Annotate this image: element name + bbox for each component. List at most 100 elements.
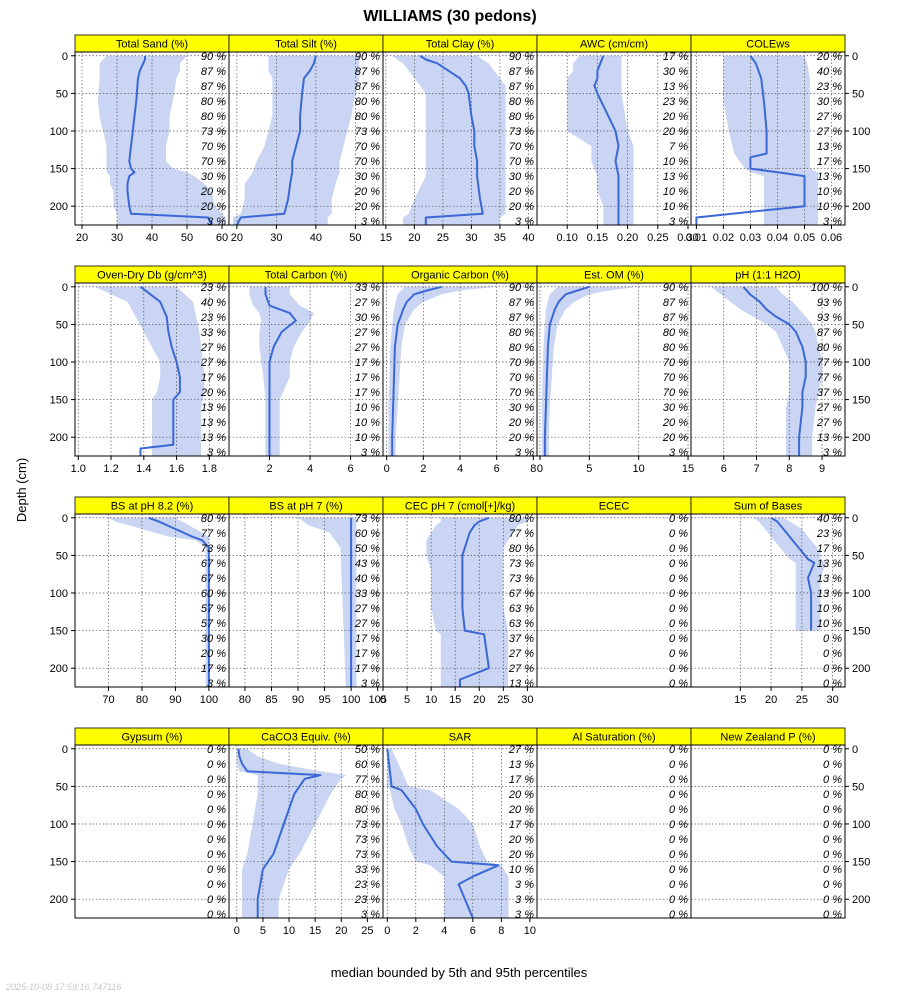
percent-label: 20 % xyxy=(508,432,534,444)
percent-label: 17 % xyxy=(355,372,380,384)
percent-label: 10 % xyxy=(817,201,842,213)
percent-label: 70 % xyxy=(355,156,380,168)
percentile-band xyxy=(541,286,639,456)
percent-label: 90 % xyxy=(201,51,226,63)
x-tick-label: 95 xyxy=(318,694,330,706)
y-tick-label: 50 xyxy=(56,319,68,331)
x-tick-label: 0 xyxy=(380,694,386,706)
x-tick-label: 7 xyxy=(753,463,759,475)
x-tick-label: 30 xyxy=(111,232,123,244)
x-tick-label: 4 xyxy=(457,463,463,475)
panel-title: Total Carbon (%) xyxy=(265,270,348,282)
percent-label: 90 % xyxy=(509,51,534,63)
percentile-band xyxy=(426,517,528,687)
percent-label: 0 % xyxy=(207,879,226,891)
panel-title: CEC pH 7 (cmol[+]/kg) xyxy=(405,501,515,513)
percent-label: 33 % xyxy=(355,282,380,294)
percent-label: 20 % xyxy=(662,126,688,138)
percent-label: 30 % xyxy=(355,312,380,324)
x-tick-label: 0.25 xyxy=(647,232,668,244)
panel-16: Gypsum (%) 0 % 0 % 0 % 0 % 0 % 0 % 0 % 0 % 0 % 0 %… xyxy=(50,727,230,921)
x-tick-label: 10 xyxy=(283,925,295,937)
y-tick-label: 50 xyxy=(56,781,68,793)
panel-border xyxy=(690,51,846,226)
x-tick-label: 0 xyxy=(384,463,390,475)
panel-6: Oven-Dry Db (g/cm^3)23 %40 %23 %33 %27 %… xyxy=(50,265,230,475)
timestamp: 2025-10-08 17:59:16.747116 xyxy=(5,982,121,992)
panel-grid: Total Sand (%)90 %87 %87 %80 %80 %73 %70… xyxy=(50,34,870,937)
panel-5: COLEws 20 % 40 % 23 % 30 % 27 % 27 % 13 % 17 % 13… xyxy=(686,34,870,244)
percent-label: 0 % xyxy=(207,759,226,771)
percent-label: 0 % xyxy=(207,819,226,831)
percent-label: 27 % xyxy=(354,618,380,630)
percent-label: 10 % xyxy=(817,186,842,198)
percent-label: 57 % xyxy=(201,618,226,630)
percent-label: 27 % xyxy=(816,126,842,138)
x-tick-label: 30 xyxy=(270,232,282,244)
percent-label: 0 % xyxy=(669,834,688,846)
median-line xyxy=(139,286,181,456)
median-line xyxy=(386,748,500,919)
percent-label: 73 % xyxy=(355,126,380,138)
x-tick-label: 1.2 xyxy=(103,463,118,475)
percent-label: 0 % xyxy=(823,879,842,891)
percent-label: 0 % xyxy=(669,849,688,861)
panel-15: Sum of Bases 40 % 23 % 17 % 13 % 13 % 13 % 10 %… xyxy=(690,496,870,706)
percent-label: 17 % xyxy=(355,357,380,369)
percent-label: 20 % xyxy=(508,186,534,198)
percent-label: 80 % xyxy=(355,96,380,108)
percent-label: 10 % xyxy=(817,618,842,630)
percent-label: 63 % xyxy=(509,603,534,615)
percent-label: 27 % xyxy=(508,744,534,756)
x-axis-title: median bounded by 5th and 95th percentil… xyxy=(331,965,588,980)
percent-label: 0 % xyxy=(823,849,842,861)
percent-label: 50 % xyxy=(355,744,380,756)
percent-label: 10 % xyxy=(355,402,380,414)
percent-label: 80 % xyxy=(509,342,534,354)
percent-label: 87 % xyxy=(509,81,534,93)
percent-label: 80 % xyxy=(355,804,380,816)
percent-label: 70 % xyxy=(509,141,534,153)
percent-label: 30 % xyxy=(817,96,842,108)
y-tick-label: 0 xyxy=(62,282,68,294)
percentile-band xyxy=(97,55,226,225)
x-tick-label: 30 xyxy=(465,232,477,244)
median-line xyxy=(391,285,442,456)
x-tick-label: 8 xyxy=(498,925,504,937)
percentile-band xyxy=(298,517,357,687)
percent-label: 70 % xyxy=(355,141,380,153)
percent-label: 70 % xyxy=(509,156,534,168)
percent-label: 23 % xyxy=(200,312,226,324)
x-tick-label: 6 xyxy=(494,463,500,475)
percent-label: 0 % xyxy=(823,744,842,756)
percent-label: 87 % xyxy=(201,66,226,78)
panel-title: Total Silt (%) xyxy=(275,39,337,51)
percent-label: 20 % xyxy=(508,804,534,816)
panel-title: AWC (cm/cm) xyxy=(580,39,648,51)
percent-label: 30 % xyxy=(201,633,226,645)
x-tick-label: 10 xyxy=(633,463,645,475)
panel-10: pH (1:1 H2O)100 %93 %93 %87 %80 %77 %77 … xyxy=(690,265,870,475)
percent-label: 27 % xyxy=(200,342,226,354)
percent-label: 0 % xyxy=(669,513,688,525)
percent-label: 0 % xyxy=(823,864,842,876)
percent-label: 27 % xyxy=(354,297,380,309)
percent-label: 90 % xyxy=(509,282,534,294)
percent-label: 37 % xyxy=(509,633,534,645)
percent-label: 10 % xyxy=(817,603,842,615)
median-line xyxy=(695,55,806,225)
percent-label: 13 % xyxy=(817,141,842,153)
x-tick-label: 15 xyxy=(380,232,392,244)
percent-label: 73 % xyxy=(355,819,380,831)
percent-label: 73 % xyxy=(509,126,534,138)
percent-label: 40 % xyxy=(355,573,380,585)
x-tick-label: 100 xyxy=(200,694,218,706)
percent-label: 17 % xyxy=(509,819,534,831)
y-tick-label: 50 xyxy=(56,88,68,100)
panel-title: pH (1:1 H2O) xyxy=(735,270,800,282)
percent-label: 0 % xyxy=(207,774,226,786)
percentile-band xyxy=(232,55,360,225)
x-tick-label: 15 xyxy=(449,694,461,706)
x-tick-label: 1.6 xyxy=(169,463,184,475)
percent-label: 3 % xyxy=(515,894,534,906)
